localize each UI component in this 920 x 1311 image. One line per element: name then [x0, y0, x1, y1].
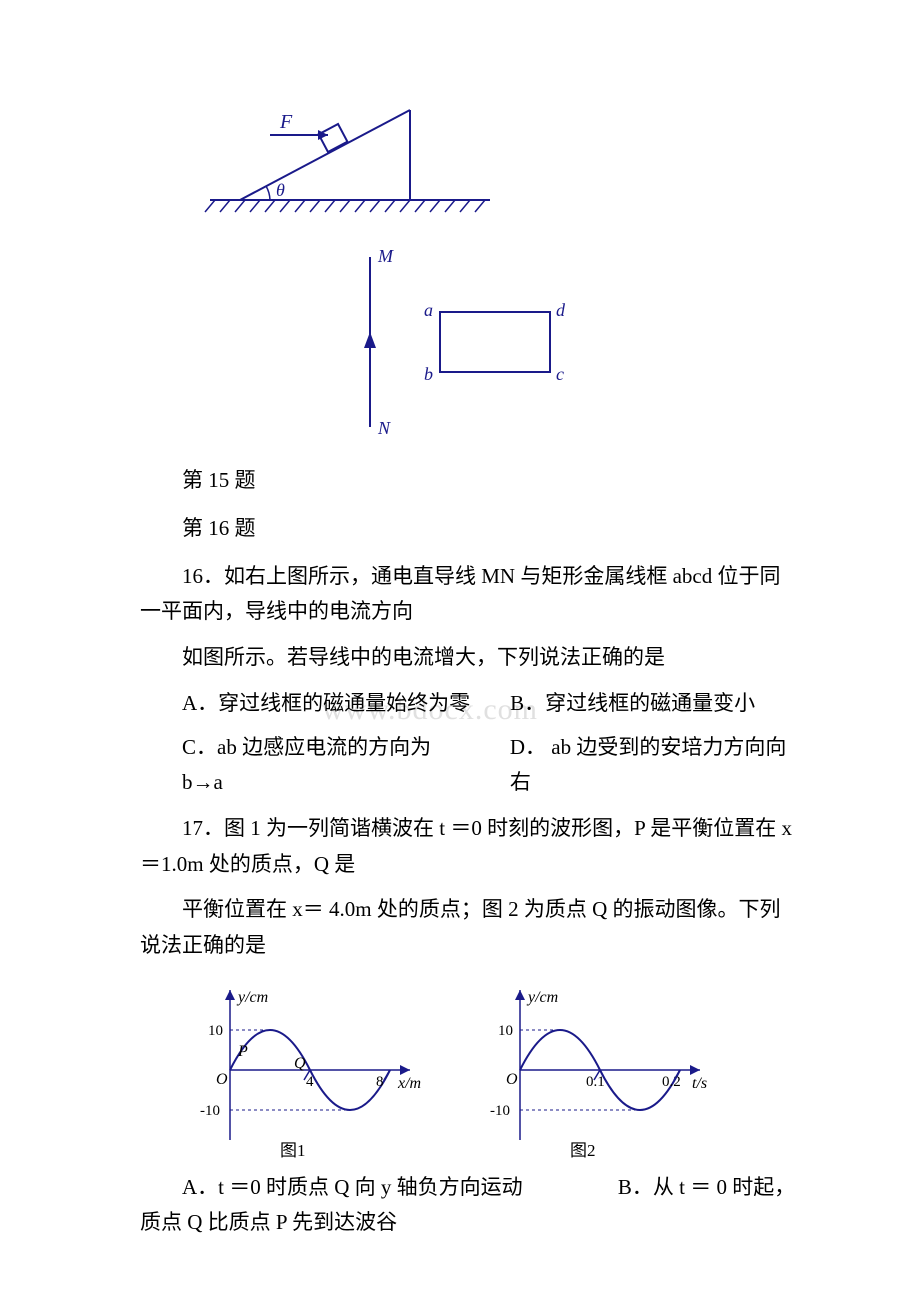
caption-15: 第 15 题	[140, 463, 800, 499]
q16-stem-2: 如图所示。若导线中的电流增大，下列说法正确的是	[140, 640, 800, 676]
angle-arc	[266, 186, 270, 200]
c1-xlabel: x/m	[397, 1075, 421, 1092]
theta-label: θ	[276, 180, 285, 200]
loop-rect	[440, 312, 550, 372]
c1-title: 图1	[280, 1141, 306, 1160]
c1-y-arrow	[225, 990, 235, 1000]
c1-point-q: Q	[294, 1055, 306, 1072]
document-page: θ F M N a b c d 第 15 题 第 16 题	[0, 0, 920, 1311]
chart-1: y/cm 10 -10 O 4 8 x/m P Q 图1	[180, 980, 430, 1160]
q17-options: A．t ＝0 时质点 Q 向 y 轴负方向运动 B．从 t ＝ 0 时起，质点 …	[140, 1170, 800, 1241]
c2-xtick-02: 0.2	[662, 1074, 681, 1090]
force-label: F	[279, 111, 293, 133]
chart-2: y/cm 10 -10 O 0.1 0.2 t/s 图2	[470, 980, 720, 1160]
c2-x-arrow	[690, 1065, 700, 1075]
c2-xlabel: t/s	[692, 1075, 707, 1092]
label-d: d	[556, 300, 566, 320]
label-c: c	[556, 364, 564, 384]
q17-stem-1: 17．图 1 为一列简谐横波在 t ＝0 时刻的波形图，P 是平衡位置在 x ＝…	[140, 811, 800, 882]
q17-stem-2: 平衡位置在 x＝ 4.0m 处的质点；图 2 为质点 Q 的振动图像。下列说法正…	[140, 892, 800, 963]
c1-xtick-8: 8	[376, 1074, 384, 1090]
c1-x-arrow	[400, 1065, 410, 1075]
q16-options-row2: C．ab 边感应电流的方向为 b→a D． ab 边受到的安培力方向向右	[182, 730, 800, 801]
c2-ytick-n10: -10	[490, 1103, 510, 1119]
c2-y-arrow	[515, 990, 525, 1000]
label-m: M	[377, 246, 394, 266]
q17-opt-a: A．t ＝0 时质点 Q 向 y 轴负方向运动	[182, 1175, 523, 1199]
c2-ytick-10: 10	[498, 1023, 513, 1039]
label-a: a	[424, 300, 433, 320]
c1-xtick-4: 4	[306, 1074, 314, 1090]
c1-tick8	[384, 1070, 390, 1080]
current-arrow	[364, 332, 376, 348]
block	[319, 124, 348, 152]
c1-point-p: P	[237, 1043, 248, 1060]
c2-ylabel: y/cm	[526, 989, 558, 1006]
incline-diagram: θ F	[200, 100, 500, 220]
q16-opt-a: A．穿过线框的磁通量始终为零	[182, 686, 470, 722]
q16-opt-d: D． ab 边受到的安培力方向向右	[510, 730, 800, 801]
c1-origin: O	[216, 1071, 228, 1088]
c1-ytick-10: 10	[208, 1023, 223, 1039]
c1-ytick-n10: -10	[200, 1103, 220, 1119]
q16-opt-b: B．穿过线框的磁通量变小	[510, 686, 755, 722]
c1-ylabel: y/cm	[236, 989, 268, 1006]
wave-figures-row: y/cm 10 -10 O 4 8 x/m P Q 图1 y/cm	[180, 980, 800, 1160]
figure-15: θ F	[200, 100, 800, 232]
q16-stem-1: 16．如右上图所示，通电直导线 MN 与矩形金属线框 abcd 位于同一平面内，…	[140, 559, 800, 630]
caption-16: 第 16 题	[140, 511, 800, 547]
c2-origin: O	[506, 1071, 518, 1088]
wire-loop-diagram: M N a b c d	[330, 242, 590, 442]
figure-16: M N a b c d	[330, 242, 800, 454]
label-n: N	[377, 418, 391, 438]
c2-title: 图2	[570, 1141, 596, 1160]
q16-options-row1: www.bdocx.com A．穿过线框的磁通量始终为零 B．穿过线框的磁通量变…	[182, 686, 800, 722]
q16-opt-c: C．ab 边感应电流的方向为 b→a	[182, 730, 470, 801]
label-b: b	[424, 364, 433, 384]
ground-hatch	[205, 200, 485, 212]
